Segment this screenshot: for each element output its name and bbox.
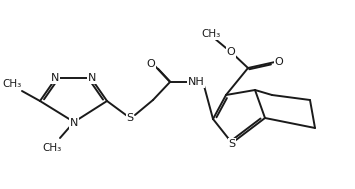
Text: NH: NH — [188, 77, 204, 87]
Text: O: O — [275, 57, 283, 67]
Text: CH₃: CH₃ — [2, 79, 22, 89]
Text: N: N — [51, 73, 59, 83]
Text: CH₃: CH₃ — [42, 143, 62, 153]
Text: N: N — [70, 118, 78, 128]
Text: CH₃: CH₃ — [201, 29, 220, 39]
Text: S: S — [228, 139, 236, 149]
Text: O: O — [147, 59, 155, 69]
Text: N: N — [88, 73, 96, 83]
Text: O: O — [226, 47, 235, 57]
Text: S: S — [126, 113, 133, 123]
